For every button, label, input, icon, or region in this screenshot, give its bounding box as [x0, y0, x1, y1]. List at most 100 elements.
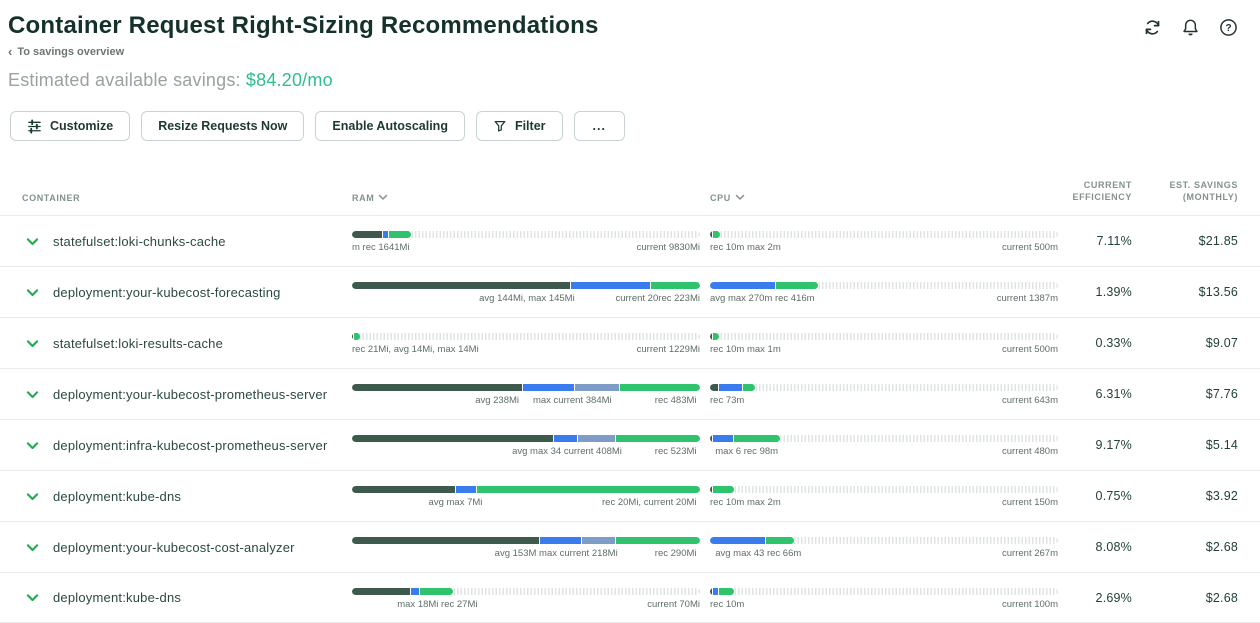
ram-bar-label: avg max 7Mi [428, 497, 483, 508]
row-expand-chevron-icon[interactable] [25, 285, 40, 300]
ram-bar-labels: avg max 34 current 408Mi rec 523Mi [352, 446, 700, 459]
savings-label: Estimated available savings: [8, 70, 246, 90]
efficiency-value: 7.11% [1096, 234, 1132, 248]
cpu-bar-segment-dark [710, 384, 719, 391]
table-row: deployment:kube-dns avg max 7Mi rec 20Mi,… [0, 470, 1260, 521]
column-header-savings: EST. SAVINGS (MONTHLY) [1169, 179, 1238, 202]
ram-bar-label: avg 144Mi, max 145Mi [479, 293, 575, 304]
customize-label: Customize [50, 119, 114, 133]
savings-value: $2.68 [1205, 540, 1238, 554]
table-row: deployment:your-kubecost-cost-analyzer a… [0, 521, 1260, 572]
table-row: deployment:your-kubecost-prometheus-serv… [0, 368, 1260, 419]
chevron-down-icon [735, 193, 745, 203]
efficiency-value: 6.31% [1095, 387, 1132, 401]
help-icon[interactable]: ? [1219, 18, 1238, 37]
refresh-icon[interactable] [1143, 18, 1162, 37]
cpu-bar-label: current 150m [1002, 497, 1058, 508]
cpu-usage-bar [710, 282, 1058, 289]
container-name: statefulset:loki-results-cache [53, 335, 224, 351]
cpu-cell: rec 10m max 1m current 500m [710, 318, 1058, 368]
ellipsis-icon: ... [592, 119, 606, 133]
row-expand-chevron-icon[interactable] [25, 590, 40, 605]
row-expand-chevron-icon[interactable] [25, 438, 40, 453]
cpu-bar-segment-blue [713, 588, 719, 595]
chevron-left-icon: ‹ [8, 44, 13, 59]
page-title: Container Request Right-Sizing Recommend… [8, 12, 599, 39]
cpu-cell: rec 10m max 2m current 150m [710, 471, 1058, 521]
cpu-bar-labels: rec 10m max 2m current 150m [710, 497, 1058, 510]
column-header-cpu[interactable]: CPU [710, 193, 1058, 203]
cpu-bar-label: max 6 rec 98m [715, 446, 779, 457]
ram-bar-label: max current 384Mi [532, 395, 612, 406]
ram-bar-segment-blue [383, 231, 389, 238]
ram-bar-labels: avg 144Mi, max 145Mi current 20 rec 223Mi [352, 293, 700, 306]
ram-bar-segment-dark [352, 231, 384, 238]
ram-bar-segment-blue [571, 282, 652, 289]
ram-bar-labels: rec 21Mi, avg 14Mi, max 14Mi current 1229… [352, 344, 700, 357]
cpu-bar-label: avg max 43 rec 66m [715, 548, 802, 559]
efficiency-value: 8.08% [1095, 540, 1132, 554]
ram-bar-label: avg 153M max current 218Mi [494, 548, 618, 559]
ram-bar-segment-green [354, 333, 360, 340]
row-expand-chevron-icon[interactable] [25, 489, 40, 504]
ram-bar-label: rec 523Mi [654, 446, 697, 457]
cpu-bar-labels: avg max 270m rec 416m current 1387m [710, 293, 1058, 306]
cpu-bar-segment-green [765, 537, 794, 544]
cpu-bar-segment-dark [710, 333, 714, 340]
cpu-bar-segment-dark [710, 486, 714, 493]
cpu-bar-label: current 500m [1002, 242, 1058, 253]
ram-bar-labels: avg 238Mi max current 384Mi rec 483Mi [352, 395, 700, 408]
row-expand-chevron-icon[interactable] [25, 336, 40, 351]
savings-value: $84.20/mo [245, 70, 333, 90]
ram-usage-bar [352, 537, 700, 544]
container-name: deployment:your-kubecost-prometheus-serv… [53, 386, 328, 402]
column-header-efficiency: CURRENT EFFICIENCY [1072, 179, 1132, 202]
ram-bar-segment-dark [352, 333, 355, 340]
cpu-bar-segment-green [718, 588, 735, 595]
ram-bar-label: m rec 1641Mi [352, 242, 410, 253]
cpu-usage-bar [710, 435, 1058, 442]
ram-bar-label: rec 290Mi [654, 548, 697, 559]
cpu-bar-label: rec 73m [710, 395, 745, 406]
column-header-container: CONTAINER [22, 193, 81, 203]
column-header-ram[interactable]: RAM [352, 193, 700, 203]
back-to-savings-link[interactable]: ‹ To savings overview [8, 44, 124, 59]
efficiency-value: 2.69% [1095, 590, 1132, 605]
customize-button[interactable]: Customize [10, 111, 131, 141]
resize-requests-label: Resize Requests Now [158, 119, 288, 133]
cpu-usage-bar [710, 231, 1058, 238]
cpu-bar-label: rec 10m max 1m [710, 344, 781, 355]
resize-requests-button[interactable]: Resize Requests Now [141, 111, 305, 141]
row-expand-chevron-icon[interactable] [25, 234, 40, 249]
cpu-bar-labels: rec 10m max 1m current 500m [710, 344, 1058, 357]
filter-button[interactable]: Filter [475, 111, 563, 141]
ram-bar-segment-green [619, 384, 700, 391]
container-name: deployment:your-kubecost-cost-analyzer [53, 539, 295, 555]
cpu-bar-segment-dark [710, 435, 714, 442]
ram-usage-bar [352, 384, 700, 391]
ram-bar-label: rec 21Mi, avg 14Mi, max 14Mi [352, 344, 479, 355]
cpu-bar-label: rec 10m max 2m [710, 497, 781, 508]
page-header: Container Request Right-Sizing Recommend… [0, 0, 1260, 91]
efficiency-value: 9.17% [1095, 438, 1132, 452]
ram-usage-bar [352, 588, 700, 595]
enable-autoscaling-button[interactable]: Enable Autoscaling [315, 111, 465, 141]
cpu-bar-segment-green [734, 435, 780, 442]
ram-bar-segment-green [477, 486, 700, 493]
ram-cell: avg max 7Mi rec 20Mi, current 20Mi [352, 471, 700, 521]
cpu-usage-bar [710, 537, 1058, 544]
bell-icon[interactable] [1181, 18, 1200, 37]
toolbar: Customize Resize Requests Now Enable Aut… [0, 91, 1260, 141]
cpu-bar-label: current 643m [1002, 395, 1058, 406]
row-expand-chevron-icon[interactable] [25, 540, 40, 555]
cpu-bar-labels: rec 10m max 2m current 500m [710, 242, 1058, 255]
ram-cell: avg 238Mi max current 384Mi rec 483Mi [352, 369, 700, 419]
table-row: deployment:your-kubecost-forecasting avg… [0, 266, 1260, 317]
more-actions-button[interactable]: ... [573, 111, 625, 141]
ram-bar-segment-dark [352, 282, 572, 289]
row-expand-chevron-icon[interactable] [25, 387, 40, 402]
ram-bar-label: avg max 34 current 408Mi [512, 446, 622, 457]
filter-label: Filter [514, 119, 546, 133]
ram-bar-segment-blue [411, 588, 420, 595]
ram-cell: avg max 34 current 408Mi rec 523Mi [352, 420, 700, 470]
